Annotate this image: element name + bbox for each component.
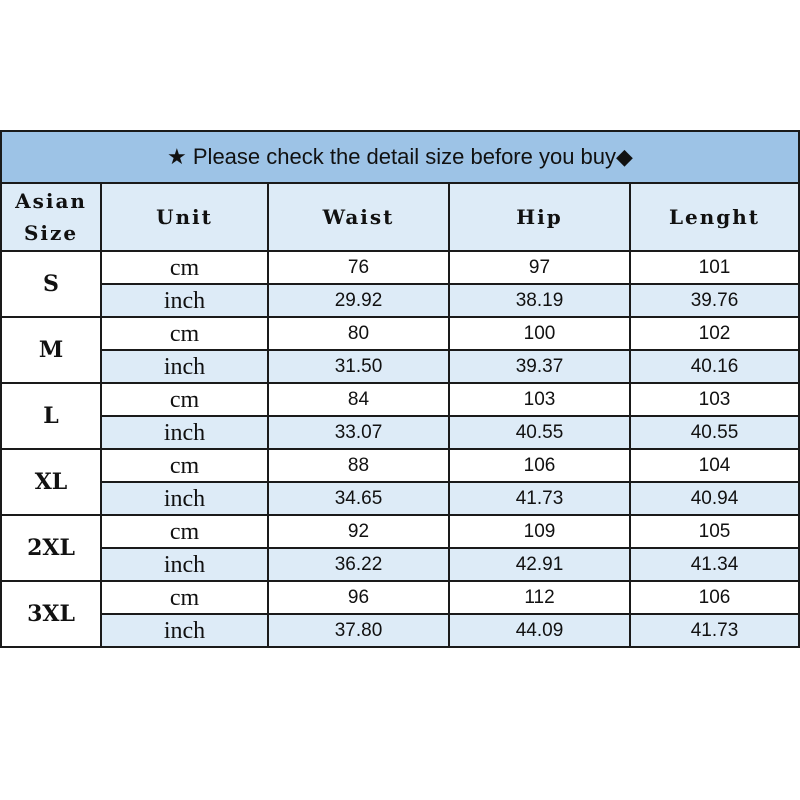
waist-cell: 76 xyxy=(267,250,450,285)
waist-cell: 34.65 xyxy=(267,481,450,516)
unit-cell: inch xyxy=(100,481,269,516)
size-label: 2XL xyxy=(0,514,102,582)
unit-cell: cm xyxy=(100,250,269,285)
hip-cell: 112 xyxy=(448,580,631,615)
waist-cell: 80 xyxy=(267,316,450,351)
table-row: XL cm 88 106 104 xyxy=(0,448,800,516)
hip-cell: 44.09 xyxy=(448,613,631,648)
table-title: ★ Please check the detail size before yo… xyxy=(0,130,800,184)
header-asian-size: Asian Size xyxy=(0,182,102,252)
hip-cell: 42.91 xyxy=(448,547,631,582)
unit-cell: cm xyxy=(100,382,269,417)
hip-cell: 97 xyxy=(448,250,631,285)
header-unit: Unit xyxy=(100,182,269,252)
length-cell: 101 xyxy=(628,250,800,285)
unit-cell: cm xyxy=(100,514,269,549)
length-cell: 102 xyxy=(628,316,800,351)
header-length: Lenght xyxy=(628,182,800,252)
length-cell: 41.73 xyxy=(628,613,800,648)
hip-cell: 109 xyxy=(448,514,631,549)
length-cell: 41.34 xyxy=(628,547,800,582)
hip-cell: 100 xyxy=(448,316,631,351)
table-row: inch 33.07 40.55 40.55 xyxy=(1,415,800,450)
length-cell: 103 xyxy=(628,382,800,417)
unit-cell: inch xyxy=(100,283,269,318)
waist-cell: 84 xyxy=(267,382,450,417)
size-chart: ★ Please check the detail size before yo… xyxy=(0,130,800,648)
length-cell: 40.16 xyxy=(628,349,800,384)
unit-cell: inch xyxy=(100,415,269,450)
size-label: M xyxy=(0,316,102,384)
unit-cell: inch xyxy=(100,613,269,648)
length-cell: 106 xyxy=(628,580,800,615)
table-row: inch 34.65 41.73 40.94 xyxy=(1,481,800,516)
unit-cell: inch xyxy=(100,547,269,582)
waist-cell: 33.07 xyxy=(267,415,450,450)
unit-cell: cm xyxy=(100,448,269,483)
header-hip: Hip xyxy=(448,182,631,252)
hip-cell: 39.37 xyxy=(448,349,631,384)
length-cell: 39.76 xyxy=(628,283,800,318)
hip-cell: 38.19 xyxy=(448,283,631,318)
header-row: Asian Size Unit Waist Hip Lenght xyxy=(0,182,800,252)
size-label: S xyxy=(0,250,102,318)
waist-cell: 96 xyxy=(267,580,450,615)
waist-cell: 29.92 xyxy=(267,283,450,318)
table-row: inch 36.22 42.91 41.34 xyxy=(1,547,800,582)
table-row: inch 31.50 39.37 40.16 xyxy=(1,349,800,384)
table-row: 3XL cm 96 112 106 xyxy=(0,580,800,648)
hip-cell: 106 xyxy=(448,448,631,483)
size-label: L xyxy=(0,382,102,450)
table-row: inch 29.92 38.19 39.76 xyxy=(1,283,800,318)
waist-cell: 88 xyxy=(267,448,450,483)
size-table: ★ Please check the detail size before yo… xyxy=(0,130,800,648)
length-cell: 40.94 xyxy=(628,481,800,516)
unit-cell: cm xyxy=(100,316,269,351)
size-label: XL xyxy=(0,448,102,516)
waist-cell: 36.22 xyxy=(267,547,450,582)
unit-cell: cm xyxy=(100,580,269,615)
waist-cell: 37.80 xyxy=(267,613,450,648)
waist-cell: 92 xyxy=(267,514,450,549)
length-cell: 105 xyxy=(628,514,800,549)
length-cell: 40.55 xyxy=(628,415,800,450)
waist-cell: 31.50 xyxy=(267,349,450,384)
hip-cell: 41.73 xyxy=(448,481,631,516)
hip-cell: 40.55 xyxy=(448,415,631,450)
hip-cell: 103 xyxy=(448,382,631,417)
table-row: inch 37.80 44.09 41.73 xyxy=(1,613,800,648)
table-row: 2XL cm 92 109 105 xyxy=(0,514,800,582)
size-label: 3XL xyxy=(0,580,102,648)
header-waist: Waist xyxy=(267,182,450,252)
length-cell: 104 xyxy=(628,448,800,483)
unit-cell: inch xyxy=(100,349,269,384)
